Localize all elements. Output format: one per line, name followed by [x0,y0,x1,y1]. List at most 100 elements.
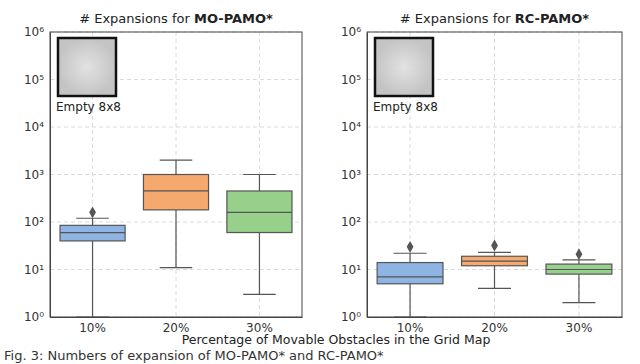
y-tick: 10⁴ [341,120,367,134]
whisker-low [92,241,93,317]
median [462,261,528,262]
whisker-low [175,210,176,268]
whisker-high [175,160,176,174]
whisker-cap-low [478,288,511,289]
whisker-low [578,274,579,303]
inset-image [375,38,433,96]
boxes [377,240,612,317]
y-tick-label: 10¹ [24,263,44,277]
outlier [576,248,583,260]
outlier [89,206,96,218]
grid [50,32,302,317]
whisker-cap-low [562,302,595,303]
y-tick: 10¹ [24,263,50,277]
grid-line [50,269,302,270]
y-tick: 10⁵ [341,73,367,87]
y-tick: 10³ [341,168,367,182]
y-tick: 10⁰ [341,310,367,324]
whisker-cap-low [76,316,109,317]
y-tick-label: 10³ [24,168,44,182]
x-tick-label: 20% [481,321,508,335]
box-group [546,248,612,302]
x-tick-label: 10% [397,321,424,335]
grid [367,32,622,317]
y-tick-label: 10⁴ [341,120,361,134]
box-group [60,206,125,317]
y-axis: 10⁰ 10¹ 10² 10³ 10⁴ 10⁵ 10⁶ [24,25,51,324]
grid-line-x [494,32,495,317]
box [227,191,292,233]
y-tick: 10⁶ [24,25,50,39]
whisker-cap-low [160,267,193,268]
median [60,232,125,233]
whisker-cap-high [160,160,193,161]
box [546,264,612,274]
x-tick: 10% [79,317,106,335]
whisker-cap-high [394,253,427,254]
y-tick-label: 10⁶ [24,25,44,39]
whisker-high [92,218,93,225]
plot-frame [367,32,622,317]
y-tick: 10² [341,215,367,229]
y-tick: 10⁵ [24,73,50,87]
y-tick: 10⁴ [24,120,50,134]
inset-label: Empty 8x8 [373,100,438,114]
y-tick: 10² [24,215,50,229]
x-tick: 30% [566,317,593,335]
box-group [143,160,208,267]
median [546,269,612,270]
y-tick-label: 10⁶ [341,25,361,39]
box [462,256,528,265]
boxes [60,160,292,317]
whisker-low [494,266,495,289]
inset-label: Empty 8x8 [56,100,121,114]
panel: 10⁰ 10¹ 10² 10³ 10⁴ 10⁵ 10⁶ 10% 20% 30% Empty 8x8 #… [341,11,623,335]
whisker-high [409,253,410,262]
whisker-high [259,175,260,191]
box [60,225,125,241]
x-axis: 10% 20% 30% [368,317,623,335]
whisker-cap-low [243,294,276,295]
y-axis: 10⁰ 10¹ 10² 10³ 10⁴ 10⁵ 10⁶ [341,25,368,324]
y-tick-label: 10⁵ [24,73,44,87]
whisker-cap-high [243,174,276,175]
whisker-cap-high [478,252,511,253]
median [143,190,208,191]
x-tick-label: 10% [79,321,106,335]
x-tick-label: 30% [566,321,593,335]
panel: 10⁰10¹10²10³10⁴10⁵10⁶10%20%30%Empty 8x8#… [24,11,303,335]
y-tick-label: 10⁰ [341,310,361,324]
y-tick-label: 10⁴ [24,120,44,134]
outlier [491,240,498,252]
box-group [227,175,292,295]
caption: Fig. 3: Numbers of expansion of MO-PAMO*… [4,348,384,363]
box [377,263,443,284]
inset-image [58,38,116,96]
outlier [407,241,414,253]
whisker-low [409,284,410,317]
box-group [462,240,528,289]
title: # Expansions for RC-PAMO* [400,11,590,26]
x-tick: 10% [397,317,424,335]
x-tick: 20% [481,317,508,335]
y-tick-label: 10³ [341,168,361,182]
whisker-high [578,260,579,264]
y-tick-label: 10¹ [341,263,361,277]
y-tick: 10¹ [341,263,367,277]
box-group [377,241,443,317]
y-tick-label: 10² [341,215,361,229]
y-tick: 10⁰ [24,310,50,324]
whisker-low [259,233,260,295]
y-tick: 10⁶ [341,25,367,39]
y-tick-label: 10⁰ [24,310,44,324]
figure: 10⁰ 10¹ 10² 10³ 10⁴ 10⁵ 10⁶ 10% 20% 30% Empty 8x8 #… [0,0,640,364]
y-tick-label: 10⁵ [341,73,361,87]
title: # Expansions for MO-PAMO* [79,11,273,26]
y-tick: 10³ [24,168,50,182]
box [143,175,208,210]
y-tick-label: 10² [24,215,44,229]
x-axis-title: Percentage of Movable Obstacles in the G… [182,332,491,347]
plot-frame [50,32,302,317]
whisker-cap-low [394,316,427,317]
median [227,212,292,213]
